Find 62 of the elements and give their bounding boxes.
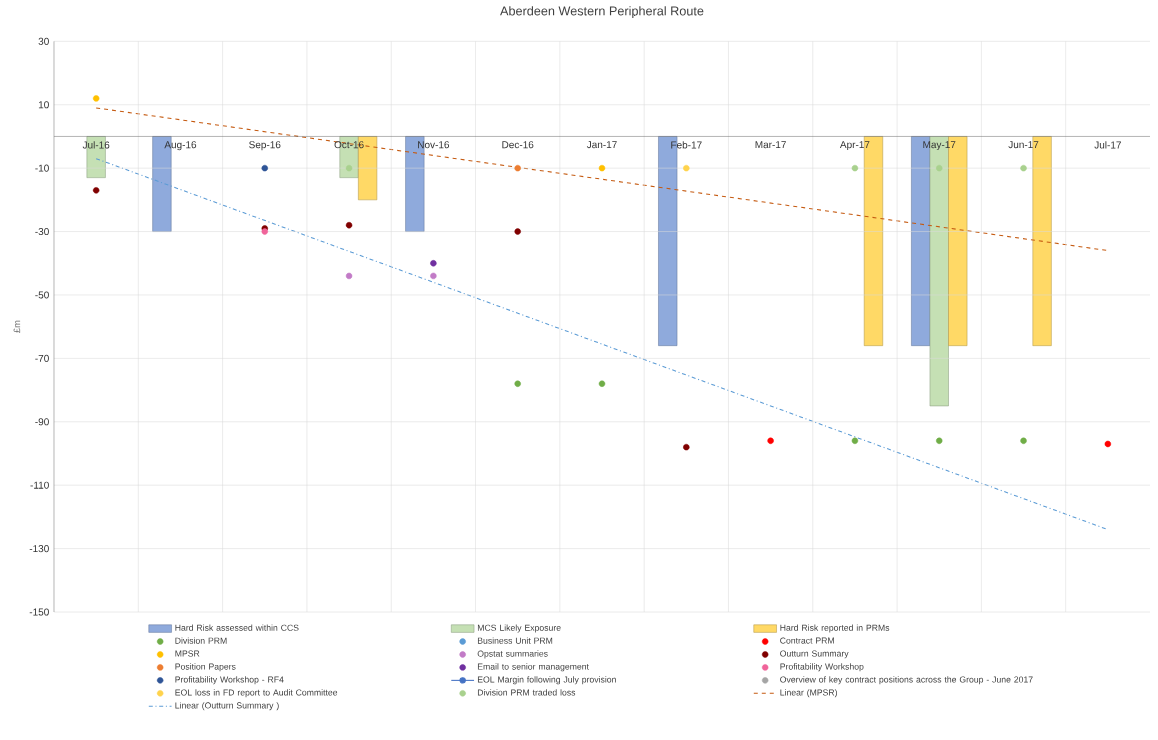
legend-label: Profitability Workshop - RF4 [175, 676, 284, 685]
y-tick-label: -70 [35, 354, 49, 362]
point [514, 164, 521, 172]
x-tick-label: Mar-17 [755, 141, 786, 149]
point [514, 228, 521, 235]
legend-label: Profitability Workshop [780, 663, 864, 672]
y-axis-title: £m [13, 320, 21, 333]
legend-label: Division PRM traded loss [477, 689, 576, 696]
point [345, 272, 353, 280]
point [430, 272, 437, 280]
legend-label: Linear (MPSR) [780, 689, 837, 698]
y-tick-label: -50 [35, 291, 49, 299]
y-tick-label: -110 [30, 481, 49, 489]
legend-label: Hard Risk assessed within CCS [175, 624, 299, 631]
point [345, 222, 353, 229]
y-tick-label: -10 [35, 164, 49, 172]
point [598, 380, 606, 387]
x-tick-label: Sep-16 [249, 141, 281, 151]
legend-label: Business Unit PRM [477, 637, 553, 644]
legend-label: Overview of key contract positions across the Group - June 2017 [780, 676, 1033, 685]
legend-label: Email to senior management [477, 663, 589, 672]
point [92, 95, 100, 102]
point [1020, 164, 1027, 172]
point [936, 437, 943, 444]
y-tick-label: -130 [29, 545, 49, 553]
legend-label: MPSR [175, 650, 200, 657]
point [936, 164, 943, 172]
y-tick-label: -90 [35, 418, 49, 426]
point [1020, 437, 1027, 444]
point [851, 164, 859, 172]
y-tick-label: 30 [38, 37, 49, 45]
point [345, 164, 353, 172]
legend-label: Hard Risk reported in PRMs [780, 624, 890, 633]
chart-title: Aberdeen Western Peripheral Route [500, 6, 704, 18]
point [851, 437, 859, 444]
x-tick-label: May-17 [923, 141, 956, 151]
legend-label: Division PRM [175, 637, 227, 644]
y-tick-label: -30 [35, 228, 49, 236]
y-tick-label: -150 [29, 608, 49, 616]
x-tick-label: Jan-17 [586, 141, 617, 149]
x-tick-label: Jul-17 [1094, 141, 1121, 149]
legend-label: EOL loss in FD report to Audit Committee [175, 689, 338, 698]
legend-label: EOL Margin following July provision [477, 676, 616, 685]
point [514, 380, 521, 387]
legend-label: Outturn Summary [780, 650, 849, 659]
y-tick-label: 10 [38, 101, 49, 109]
point [683, 443, 690, 451]
point [92, 187, 100, 194]
point [430, 260, 437, 267]
x-tick-label: Oct-16 [334, 141, 364, 149]
x-tick-label: Dec-16 [502, 141, 534, 149]
point [1104, 440, 1112, 448]
legend-label: MCS Likely Exposure [477, 624, 561, 633]
point [261, 164, 268, 172]
legend-label: Position Papers [175, 663, 236, 672]
legend-label: Contract PRM [780, 637, 834, 644]
x-tick-label: Jul-16 [82, 141, 110, 149]
point [598, 164, 606, 172]
point [683, 164, 690, 172]
legend-label: Linear (Outturn Summary ) [175, 702, 279, 711]
point [767, 437, 774, 444]
legend-label: Opstat summaries [477, 650, 548, 659]
